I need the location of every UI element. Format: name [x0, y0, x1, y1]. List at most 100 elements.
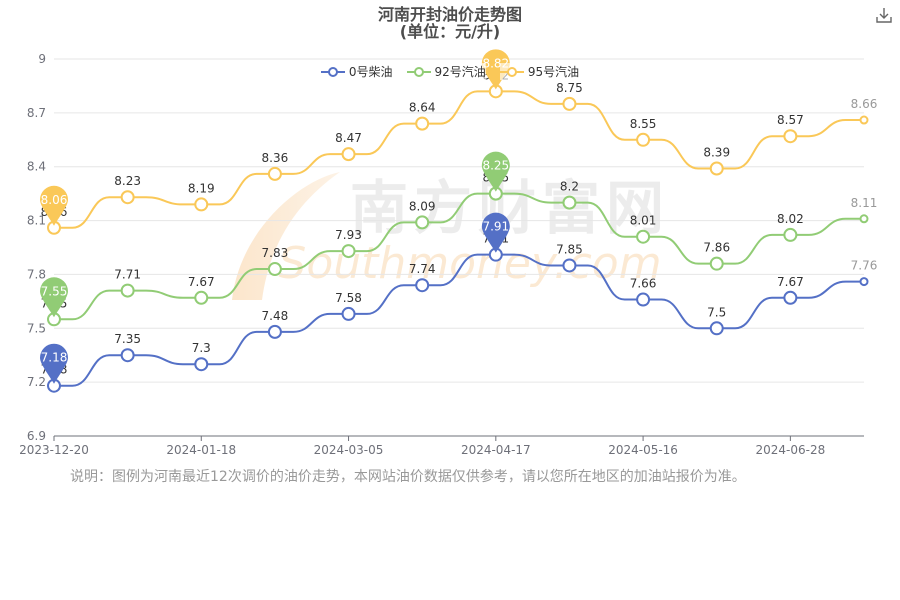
y-tick-label: 6.9 [27, 429, 46, 443]
data-point[interactable] [341, 244, 356, 259]
data-point[interactable] [415, 278, 430, 293]
legend-item-2[interactable]: 95号汽油 [499, 63, 580, 80]
data-point[interactable] [859, 115, 869, 125]
data-label: 7.48 [262, 309, 289, 323]
x-tick-label: 2024-03-05 [314, 443, 384, 457]
data-point[interactable] [636, 229, 651, 244]
pin-label: 7.91 [482, 220, 509, 234]
data-point[interactable] [562, 96, 577, 111]
legend-item-0[interactable]: 0号柴油 [320, 63, 393, 80]
legend-item-1[interactable]: 92号汽油 [406, 63, 486, 80]
x-tick-label: 2024-06-28 [755, 443, 825, 457]
data-point[interactable] [783, 290, 798, 305]
data-label: 8.36 [262, 151, 289, 165]
y-tick-label: 7.5 [27, 321, 46, 335]
data-point[interactable] [783, 129, 798, 144]
y-tick-label: 9 [38, 52, 46, 66]
pin-shape [481, 151, 510, 192]
data-point[interactable] [562, 258, 577, 273]
data-point[interactable] [415, 215, 430, 230]
pin-marker: 7.91 [481, 212, 510, 253]
series-0: 7.187.357.37.487.587.747.917.857.667.57.… [41, 232, 877, 393]
legend-label: 0号柴油 [348, 65, 393, 79]
data-label: 7.3 [192, 341, 211, 355]
data-point[interactable] [341, 147, 356, 162]
data-point[interactable] [709, 161, 724, 176]
legend-swatch [406, 66, 431, 77]
data-point[interactable] [709, 256, 724, 271]
legend-swatch-dot [413, 66, 424, 77]
data-label: 7.93 [335, 228, 362, 242]
pin-shape [40, 277, 68, 318]
data-point[interactable] [194, 357, 209, 372]
y-tick-label: 8.7 [27, 106, 46, 120]
watermark-text-cn: 南方财富网 [350, 174, 670, 242]
data-point[interactable] [267, 262, 282, 277]
data-point[interactable] [341, 306, 356, 321]
legend-swatch-dot [327, 66, 338, 77]
data-label: 8.23 [114, 174, 141, 188]
data-point[interactable] [120, 283, 135, 298]
pin-label: 7.55 [41, 284, 68, 298]
pin-shape [481, 212, 510, 253]
legend-swatch [499, 66, 524, 77]
data-label: 7.67 [777, 275, 804, 289]
data-point[interactable] [636, 132, 651, 147]
pin-label: 8.25 [482, 159, 509, 173]
pin-marker: 8.06 [40, 185, 68, 226]
pin-label: 8.06 [41, 193, 68, 207]
data-point[interactable] [267, 324, 282, 339]
data-point[interactable] [415, 116, 430, 131]
data-point[interactable] [120, 348, 135, 363]
watermark-text-en: Southmoney.com [278, 238, 661, 289]
footnote: 说明：图例为河南最近12次调价的油价走势，本网站油价数据仅供参考，请以您所在地区… [70, 469, 746, 485]
data-point[interactable] [636, 292, 651, 307]
pin-marker: 7.18 [40, 343, 68, 384]
y-tick-label: 8.4 [27, 160, 46, 174]
data-label: 7.67 [188, 275, 215, 289]
download-icon[interactable] [875, 6, 893, 24]
data-point[interactable] [267, 166, 282, 181]
data-label: 8.47 [335, 131, 362, 145]
data-label: 7.86 [703, 241, 730, 255]
data-label: 8.19 [188, 181, 215, 195]
data-label: 7.35 [114, 332, 141, 346]
pin-marker: 8.25 [481, 151, 510, 192]
y-tick-label: 7.2 [27, 375, 46, 389]
data-point[interactable] [194, 290, 209, 305]
x-tick-label: 2024-05-16 [608, 443, 678, 457]
legend-label: 95号汽油 [527, 65, 580, 79]
data-point[interactable] [194, 197, 209, 212]
pin-shape [40, 343, 68, 384]
data-point[interactable] [859, 277, 869, 287]
series-line [54, 192, 864, 321]
data-point[interactable] [859, 214, 869, 224]
data-label: 8.11 [851, 196, 878, 210]
chart-title: 河南开封油价走势图 [377, 5, 522, 24]
data-label: 7.5 [707, 305, 726, 319]
pin-label: 7.18 [41, 351, 68, 365]
legend-swatch-dot [506, 66, 517, 77]
data-label: 7.85 [556, 242, 583, 256]
data-label: 8.55 [630, 117, 657, 131]
data-label: 7.66 [630, 277, 657, 291]
data-point[interactable] [120, 190, 135, 205]
pin-layer: 7.187.917.558.258.068.82 [40, 49, 510, 384]
data-label: 8.75 [556, 81, 583, 95]
series-line [54, 253, 864, 387]
axes: 6.9 7.2 7.5 7.8 8.1 8.4 8.7 9 2023-12-20 2024-01-… [19, 52, 864, 457]
data-point[interactable] [783, 227, 798, 242]
pin-shape [40, 185, 68, 226]
data-label: 8.01 [630, 214, 657, 228]
legend-label: 92号汽油 [434, 65, 486, 79]
data-point[interactable] [709, 321, 724, 336]
data-point[interactable] [562, 195, 577, 210]
x-tick-label: 2024-01-18 [166, 443, 236, 457]
watermark-swoosh [232, 172, 340, 300]
data-label: 8.57 [777, 113, 804, 127]
data-label: 8.66 [851, 97, 878, 111]
grid [54, 58, 864, 383]
chart-subtitle: (单位：元/升) [399, 22, 501, 41]
pin-shape [481, 49, 510, 90]
